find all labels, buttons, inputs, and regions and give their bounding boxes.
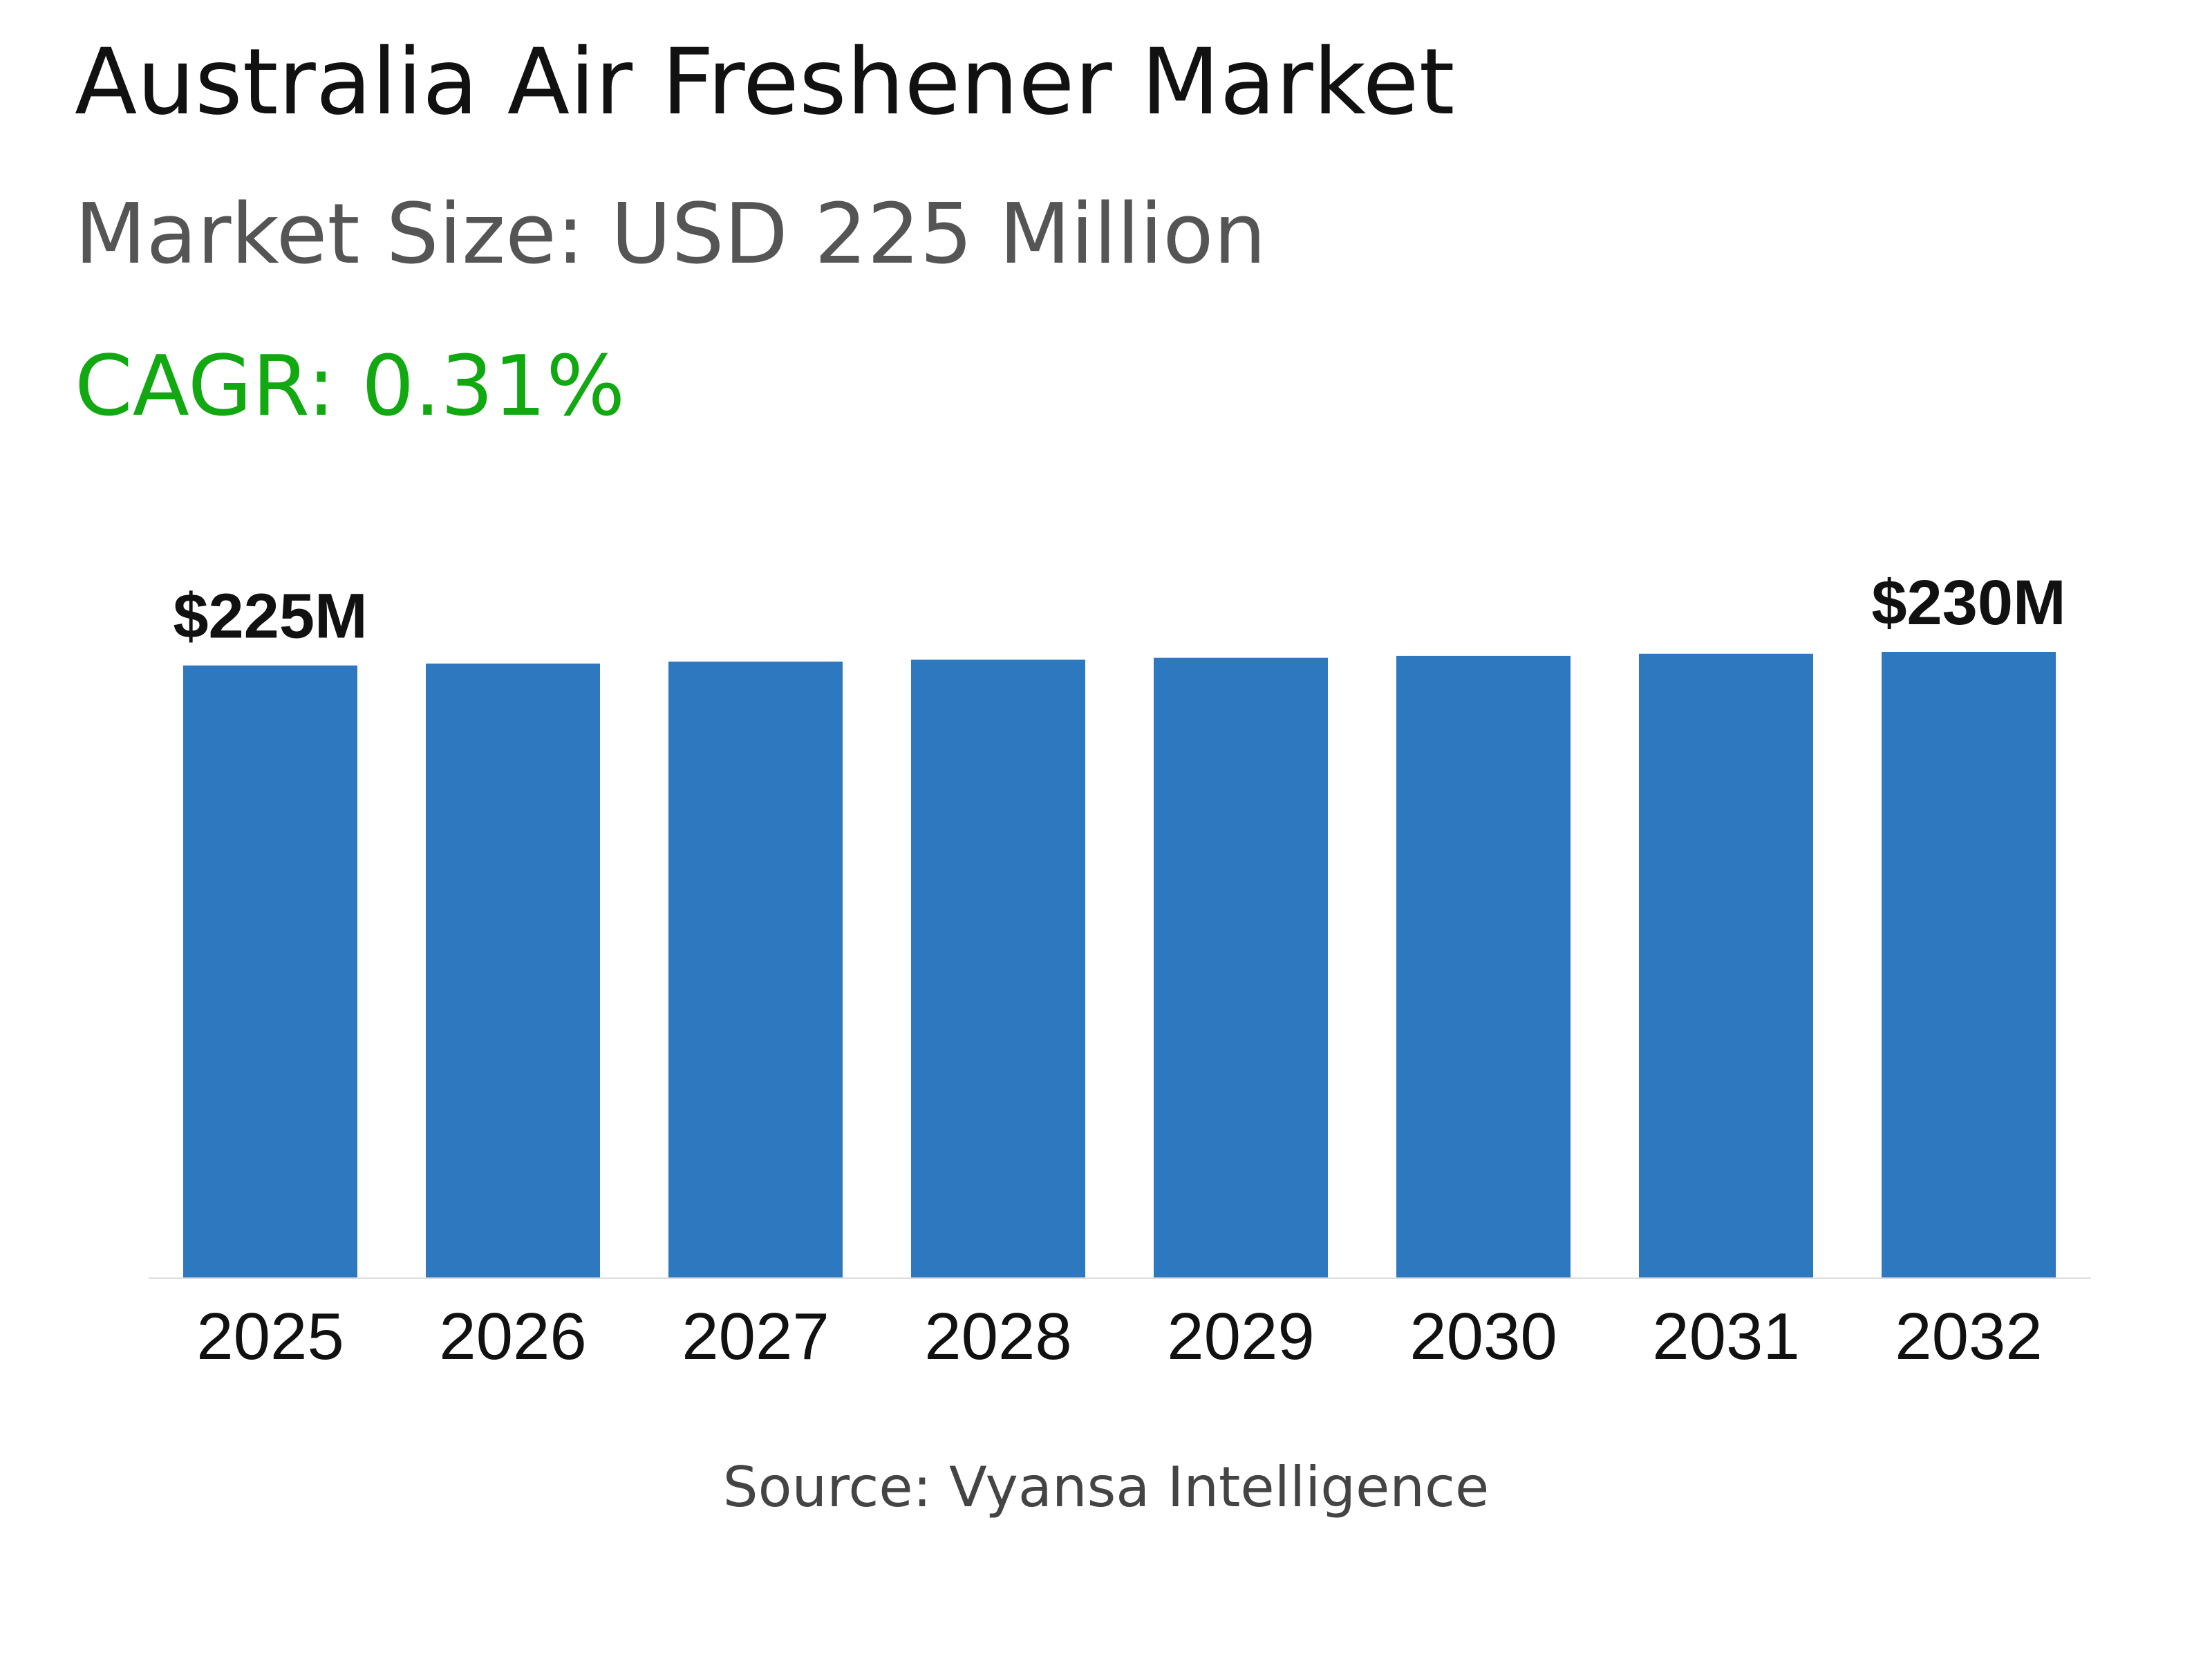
x-tick-label-2027: 2027 [682,1300,830,1374]
x-tick-label-2028: 2028 [924,1300,1072,1374]
market-size-subtitle: Market Size: USD 225 Million [75,187,1266,283]
bar-2026 [426,663,600,1277]
data-label-2025: $225M [173,581,367,652]
x-tick-label-2029: 2029 [1167,1300,1315,1374]
x-tick-label-2030: 2030 [1409,1300,1557,1374]
bar-2031 [1639,653,1813,1277]
chart-title: Australia Air Freshener Market [75,29,1455,135]
cagr-label: CAGR: 0.31% [75,339,626,435]
x-tick-label-2031: 2031 [1652,1300,1800,1374]
bar-2030 [1396,655,1571,1277]
x-tick-label-2025: 2025 [196,1300,344,1374]
source-note: Source: Vyansa Intelligence [722,1455,1490,1519]
bar-2025 [183,665,357,1277]
bar-2029 [1154,657,1328,1277]
bar-2032 [1882,652,2056,1277]
bar-2027 [668,662,843,1277]
x-tick-label-2032: 2032 [1895,1300,2043,1374]
data-label-2032: $230M [1871,568,2065,638]
x-tick-label-2026: 2026 [439,1300,587,1374]
bar-2028 [911,659,1085,1277]
